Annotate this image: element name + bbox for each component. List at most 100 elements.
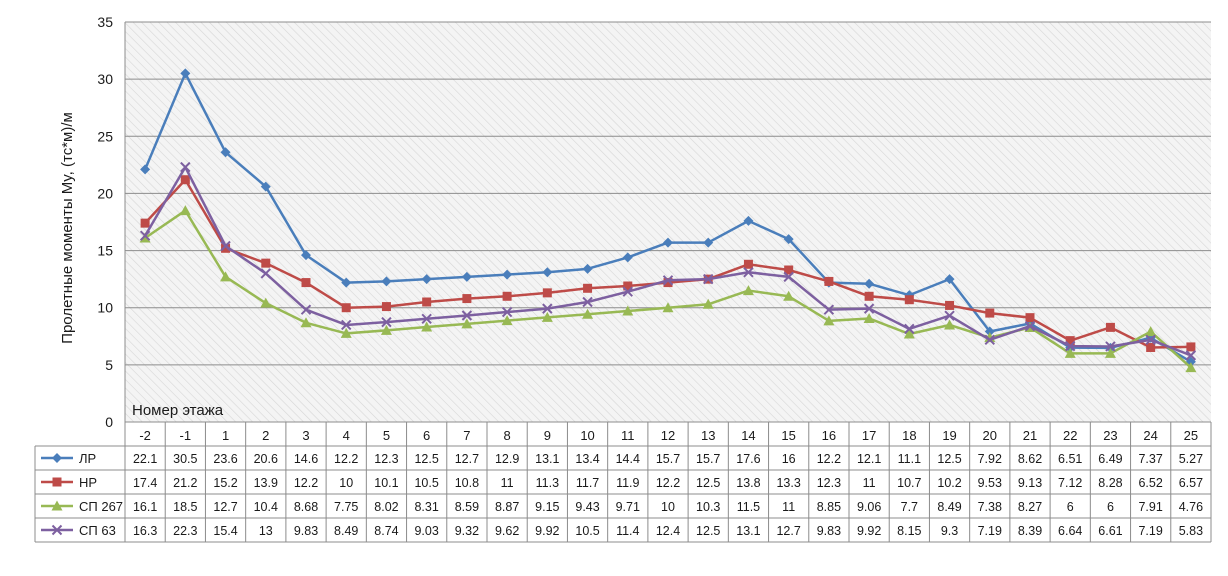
data-point [300, 304, 312, 315]
data-label: 6.49 [1098, 452, 1122, 466]
data-label: 5.27 [1179, 452, 1203, 466]
data-label: 10.5 [414, 476, 438, 490]
data-point [220, 271, 232, 282]
data-label: 14.6 [294, 452, 318, 466]
data-label: 9.62 [495, 524, 519, 538]
data-label: 7.38 [978, 500, 1002, 514]
data-label: 11.4 [616, 524, 639, 538]
data-label: 7.7 [901, 500, 918, 514]
data-label: 12.4 [656, 524, 680, 538]
data-label: 11.3 [536, 476, 559, 490]
x-tick-label: 13 [701, 428, 715, 443]
data-point [863, 303, 875, 314]
data-label: 17.6 [736, 452, 760, 466]
data-label: 9.71 [616, 500, 640, 514]
data-point [542, 303, 553, 314]
data-label: 18.5 [173, 500, 197, 514]
x-tick-label: 12 [661, 428, 675, 443]
x-tick-label: 21 [1023, 428, 1037, 443]
data-label: 12.3 [374, 452, 398, 466]
data-label: 13.4 [575, 452, 599, 466]
data-label: 11.7 [576, 476, 599, 490]
data-label: 8.62 [1018, 452, 1042, 466]
data-label: 10 [661, 500, 675, 514]
data-point [381, 276, 392, 287]
data-label: 9.92 [857, 524, 881, 538]
data-label: 10 [339, 476, 353, 490]
data-point [945, 300, 955, 310]
data-point [583, 283, 593, 293]
data-point [300, 317, 312, 328]
data-point [1065, 340, 1076, 352]
data-point [1064, 347, 1076, 358]
data-point [702, 298, 714, 309]
y-tick-label: 35 [97, 14, 113, 30]
plot-area [125, 22, 1211, 422]
data-point [51, 500, 63, 511]
data-point [743, 215, 754, 226]
data-label: 9.83 [294, 524, 318, 538]
data-label: 9.13 [1018, 476, 1042, 490]
data-label: 12.2 [656, 476, 680, 490]
data-label: 9.3 [941, 524, 958, 538]
data-point [381, 302, 391, 312]
data-label: 8.68 [294, 500, 318, 514]
data-point [662, 275, 674, 286]
data-point [260, 297, 272, 308]
data-point [1025, 313, 1035, 323]
data-label: 12.3 [817, 476, 841, 490]
x-tick-label: 11 [621, 428, 635, 443]
data-label: 10.7 [897, 476, 921, 490]
data-label: 7.19 [978, 524, 1002, 538]
data-label: 12.2 [334, 452, 358, 466]
data-point [984, 334, 995, 346]
data-label: 9.32 [455, 524, 479, 538]
data-point [743, 259, 753, 269]
data-point [260, 181, 271, 192]
data-label: 7.37 [1138, 452, 1162, 466]
x-tick-label: 20 [983, 428, 997, 443]
data-point [944, 319, 956, 330]
data-label: 11.9 [616, 476, 639, 490]
legend-key [41, 500, 73, 511]
data-label: 8.85 [817, 500, 841, 514]
data-point [703, 237, 714, 248]
data-label: 9.53 [978, 476, 1002, 490]
data-label: 9.43 [575, 500, 599, 514]
data-label: 7.91 [1138, 500, 1162, 514]
data-label: 10.1 [374, 476, 398, 490]
data-point [461, 271, 472, 282]
data-label: 6 [1107, 500, 1114, 514]
data-label: 8.87 [495, 500, 519, 514]
data-point [824, 276, 834, 286]
data-point [502, 269, 513, 280]
data-label: 6.51 [1058, 452, 1082, 466]
data-label: 17.4 [133, 476, 157, 490]
data-point [52, 453, 62, 463]
x-tick-label: 7 [463, 428, 470, 443]
data-point [662, 302, 674, 313]
y-tick-label: 10 [97, 300, 113, 316]
y-tick-label: 5 [105, 357, 113, 373]
data-table: -2 -1 1 2 3 4 5 6 7 8 9 10 11 12 13 14 15 16 17 18 19 20 21 22 2… [34, 421, 1212, 543]
data-point [180, 68, 191, 79]
data-label: 22.3 [173, 524, 197, 538]
data-label: 16.1 [133, 500, 157, 514]
data-label: 12.5 [414, 452, 438, 466]
data-point [783, 234, 794, 245]
data-point [622, 252, 633, 263]
data-point [461, 310, 473, 321]
data-label: 13.8 [736, 476, 760, 490]
data-label: 8.31 [414, 500, 438, 514]
data-label: 10.3 [696, 500, 720, 514]
y-tick-label: 30 [97, 71, 113, 87]
data-point [1104, 347, 1116, 358]
data-point [863, 312, 875, 323]
data-point [1185, 350, 1197, 361]
data-label: 6.61 [1098, 524, 1122, 538]
data-label: 13.1 [535, 452, 559, 466]
data-label: 7.12 [1058, 476, 1082, 490]
x-axis-label: Номер этажа [132, 402, 224, 419]
data-label: 15.7 [656, 452, 680, 466]
